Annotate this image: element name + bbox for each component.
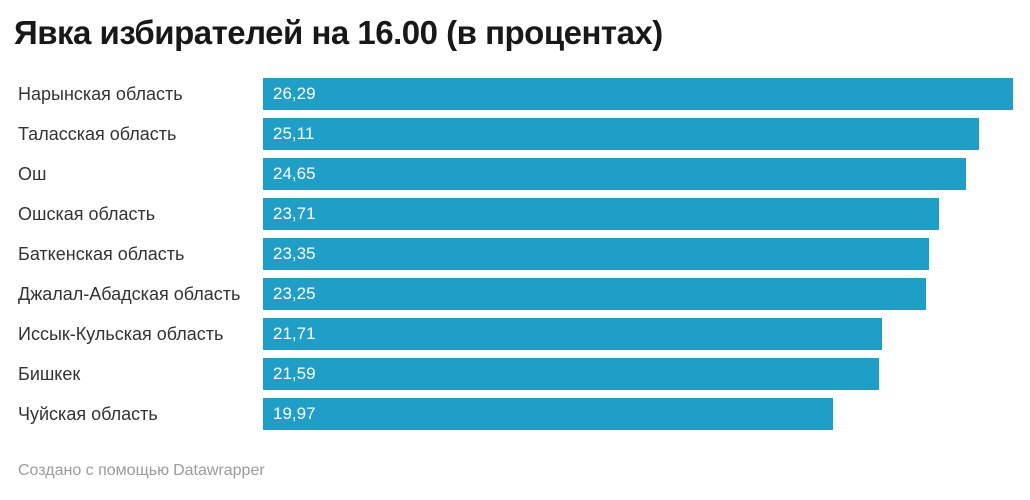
bar-track: 25,11 xyxy=(263,118,1013,150)
bar-row: Нарынская область 26,29 xyxy=(0,74,1013,114)
datawrapper-link[interactable]: Datawrapper xyxy=(173,462,265,479)
bar-value-label: 23,25 xyxy=(273,284,316,303)
bar: 24,65 xyxy=(263,158,967,190)
bar-track: 23,71 xyxy=(263,198,1013,230)
bar-value-label: 21,59 xyxy=(273,364,316,383)
bar-row: Чуйская область 19,97 xyxy=(0,394,1013,434)
bar-row: Иссык-Кульская область 21,71 xyxy=(0,314,1013,354)
bar-track: 21,59 xyxy=(263,358,1013,390)
bar-value-label: 19,97 xyxy=(273,404,316,423)
bar-value-label: 21,71 xyxy=(273,324,316,343)
bar: 23,35 xyxy=(263,238,930,270)
category-label: Таласская область xyxy=(18,123,177,144)
bar-row: Баткенская область 23,35 xyxy=(0,234,1013,274)
bar-row: Бишкек 21,59 xyxy=(0,354,1013,394)
attribution-text: Создано с помощью xyxy=(18,462,170,479)
bar: 19,97 xyxy=(263,398,833,430)
category-label: Джалал-Абадская область xyxy=(18,283,241,304)
category-label: Иссык-Кульская область xyxy=(18,323,224,344)
bar-value-label: 24,65 xyxy=(273,164,316,183)
bar-track: 26,29 xyxy=(263,78,1013,110)
bar-row: Таласская область 25,11 xyxy=(0,114,1013,154)
category-label: Бишкек xyxy=(18,363,81,384)
bar-track: 23,25 xyxy=(263,278,1013,310)
bar: 26,29 xyxy=(263,78,1013,110)
bar-value-label: 26,29 xyxy=(273,84,316,103)
bar-value-label: 23,35 xyxy=(273,244,316,263)
chart-title: Явка избирателей на 16.00 (в процентах) xyxy=(14,14,663,51)
bar: 21,71 xyxy=(263,318,883,350)
bar-value-label: 25,11 xyxy=(273,124,315,143)
attribution: Создано с помощью Datawrapper xyxy=(0,462,1030,480)
bar: 21,59 xyxy=(263,358,879,390)
bar: 25,11 xyxy=(263,118,980,150)
bar-row: Ош 24,65 xyxy=(0,154,1013,194)
bar-track: 21,71 xyxy=(263,318,1013,350)
bar-chart: Нарынская область 26,29 Таласская област… xyxy=(0,74,1030,434)
bar: 23,71 xyxy=(263,198,940,230)
bar-track: 19,97 xyxy=(263,398,1013,430)
category-label: Ошская область xyxy=(18,203,156,224)
category-label: Нарынская область xyxy=(18,83,183,104)
bar-row: Ошская область 23,71 xyxy=(0,194,1013,234)
bar-row: Джалал-Абадская область 23,25 xyxy=(0,274,1013,314)
bar: 23,25 xyxy=(263,278,927,310)
bar-track: 24,65 xyxy=(263,158,1013,190)
category-label: Баткенская область xyxy=(18,243,185,264)
bar-track: 23,35 xyxy=(263,238,1013,270)
category-label: Чуйская область xyxy=(18,403,158,424)
category-label: Ош xyxy=(18,163,47,184)
bar-value-label: 23,71 xyxy=(273,204,316,223)
